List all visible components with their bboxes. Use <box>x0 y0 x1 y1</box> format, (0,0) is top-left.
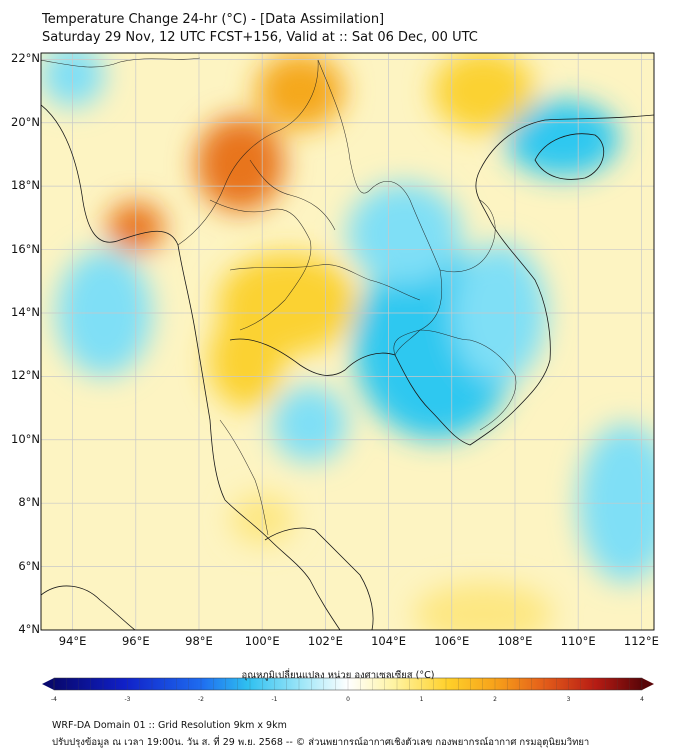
anomaly-cold-gulf <box>271 385 348 462</box>
lon-tick-label: 110°E <box>560 634 596 648</box>
anomaly-warm-south-sea <box>413 582 553 630</box>
footer-model-info: WRF-DA Domain 01 :: Grid Resolution 9km … <box>52 720 287 731</box>
lon-tick-label: 102°E <box>307 634 343 648</box>
lon-tick-label: 98°E <box>185 634 213 648</box>
border-laos-vietnam <box>439 199 496 273</box>
lon-tick-label: 100°E <box>244 634 280 648</box>
colorbar-tick-label: 1 <box>419 696 424 703</box>
lat-tick-label: 20°N <box>11 114 40 129</box>
anomaly-warm-laos-north <box>255 53 345 130</box>
anomaly-warm-vietnam-north <box>432 53 534 133</box>
anomaly-cold-laos <box>347 182 462 285</box>
colorbar-tick-label: -2 <box>198 696 204 703</box>
chart-subtitle: Saturday 29 Nov, 12 UTC FCST+156, Valid … <box>42 30 478 45</box>
lon-tick-label: 108°E <box>497 634 533 648</box>
lat-tick-label: 6°N <box>18 558 40 573</box>
border-cambodia <box>394 329 517 431</box>
lat-tick-label: 16°N <box>11 241 40 256</box>
lon-tick-label: 96°E <box>121 634 150 648</box>
lat-tick-label: 8°N <box>18 495 40 510</box>
footer-update-info: ปรับปรุงข้อมูล ณ เวลา 19:00น. วัน ส. ที่… <box>52 737 590 748</box>
coastline-west <box>41 104 341 630</box>
sumatra-coast <box>41 585 136 630</box>
chart-title: Temperature Change 24-hr (°C) - [Data As… <box>42 12 385 27</box>
lat-tick-label: 18°N <box>11 178 40 193</box>
colorbar-tick-label: -4 <box>51 696 57 703</box>
border-myanmar-thailand <box>177 59 319 246</box>
border-north <box>41 57 201 68</box>
province-lines-2 <box>209 199 312 331</box>
province-lines-3 <box>249 159 336 231</box>
hainan-island <box>534 133 604 180</box>
lon-tick-label: 104°E <box>371 634 407 648</box>
colorbar-tick-label: 0 <box>346 696 350 703</box>
colorbar-tick-label: -3 <box>124 696 131 703</box>
anomaly-warm-north-thailand <box>195 116 285 212</box>
colorbar-min-arrow <box>42 678 54 690</box>
coastlines <box>41 104 654 630</box>
anomaly-cold-south-china-sea <box>505 100 620 177</box>
colorbar-tick-label: -1 <box>271 696 278 703</box>
lon-tick-label: 112°E <box>623 634 659 648</box>
colorbar-tick-label: 3 <box>566 696 571 703</box>
lat-tick-label: 4°N <box>18 622 40 636</box>
province-lines-1 <box>229 264 421 301</box>
lon-tick-label: 94°E <box>58 634 87 648</box>
lon-tick-label: 106°E <box>434 634 470 648</box>
lat-tick-label: 10°N <box>11 431 40 446</box>
colorbar-title: อุณหภูมิเปลี่ยนแปลง หน่วย องศาเซลเซียส (… <box>241 670 435 681</box>
province-lines-4 <box>219 419 269 536</box>
anomaly-warm-south-thailand <box>208 312 285 409</box>
lat-tick-label: 22°N <box>11 51 40 66</box>
map-frame <box>40 52 655 631</box>
colorbar-tick-label: 2 <box>493 696 497 703</box>
coastline-east <box>229 114 654 446</box>
country-borders <box>41 57 517 536</box>
malay-peninsula <box>264 527 374 630</box>
lat-tick-label: 14°N <box>11 304 40 319</box>
lat-tick-label: 12°N <box>11 368 40 383</box>
colorbar-max-arrow <box>642 678 654 690</box>
colorbar-tick-label: 4 <box>640 696 644 703</box>
